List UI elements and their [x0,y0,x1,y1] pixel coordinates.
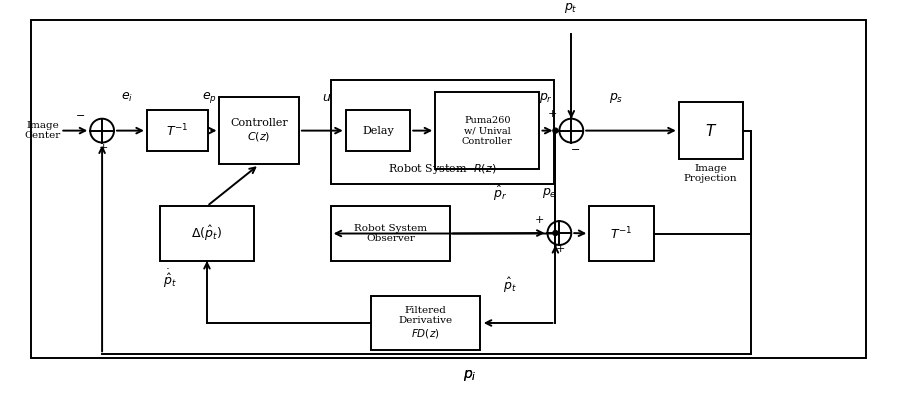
Text: $p_e$: $p_e$ [542,186,557,200]
Text: Image
Center: Image Center [25,121,61,140]
Text: $\dot{\hat{p}}_t$: $\dot{\hat{p}}_t$ [163,267,177,290]
Bar [219,97,298,164]
Text: $+$: $+$ [98,142,108,153]
Circle shape [560,119,583,143]
Text: Robot System  $R(z)$: Robot System $R(z)$ [389,162,497,177]
Bar [160,206,254,261]
Text: Filtered
Derivative
$FD(z)$: Filtered Derivative $FD(z)$ [398,306,452,340]
Circle shape [553,231,558,236]
Text: $p_t$: $p_t$ [564,1,578,15]
Text: $e_i$: $e_i$ [121,91,133,104]
Text: $u$: $u$ [322,91,331,104]
Text: $T$: $T$ [705,123,717,139]
Text: $p_i$: $p_i$ [463,368,477,383]
Text: Puma260
w/ Unival
Controller: Puma260 w/ Unival Controller [462,116,512,145]
Bar [330,80,554,184]
Text: Robot System
Observer: Robot System Observer [354,224,427,243]
Bar [31,20,865,358]
Circle shape [90,119,114,143]
Text: $T^{-1}$: $T^{-1}$ [167,122,189,139]
Text: $p_i$: $p_i$ [463,368,477,383]
Text: $+$: $+$ [555,244,565,255]
Text: $e_p$: $e_p$ [202,90,217,105]
Text: $+$: $+$ [547,108,558,119]
Text: $p_r$: $p_r$ [540,91,553,105]
Text: $T^{-1}$: $T^{-1}$ [611,225,632,242]
Text: $\Delta(\hat{p}_t)$: $\Delta(\hat{p}_t)$ [191,224,223,243]
Circle shape [548,221,571,245]
Bar [346,110,410,152]
Text: $p_s$: $p_s$ [609,91,623,105]
Text: $-$: $-$ [571,143,581,153]
Text: Controller
$C(z)$: Controller $C(z)$ [230,118,288,143]
Circle shape [553,128,558,133]
Bar [679,102,743,160]
Text: Delay: Delay [362,126,394,136]
Bar [147,110,208,152]
Text: $-$: $-$ [76,109,86,119]
Bar [370,296,480,350]
Text: Image
Projection: Image Projection [683,164,737,183]
Text: $\hat{p}_r$: $\hat{p}_r$ [492,184,507,203]
Text: $\hat{p}_t$: $\hat{p}_t$ [503,276,517,295]
Text: $+$: $+$ [534,214,544,225]
Bar [330,206,450,261]
Bar [435,92,540,169]
Bar [589,206,653,261]
